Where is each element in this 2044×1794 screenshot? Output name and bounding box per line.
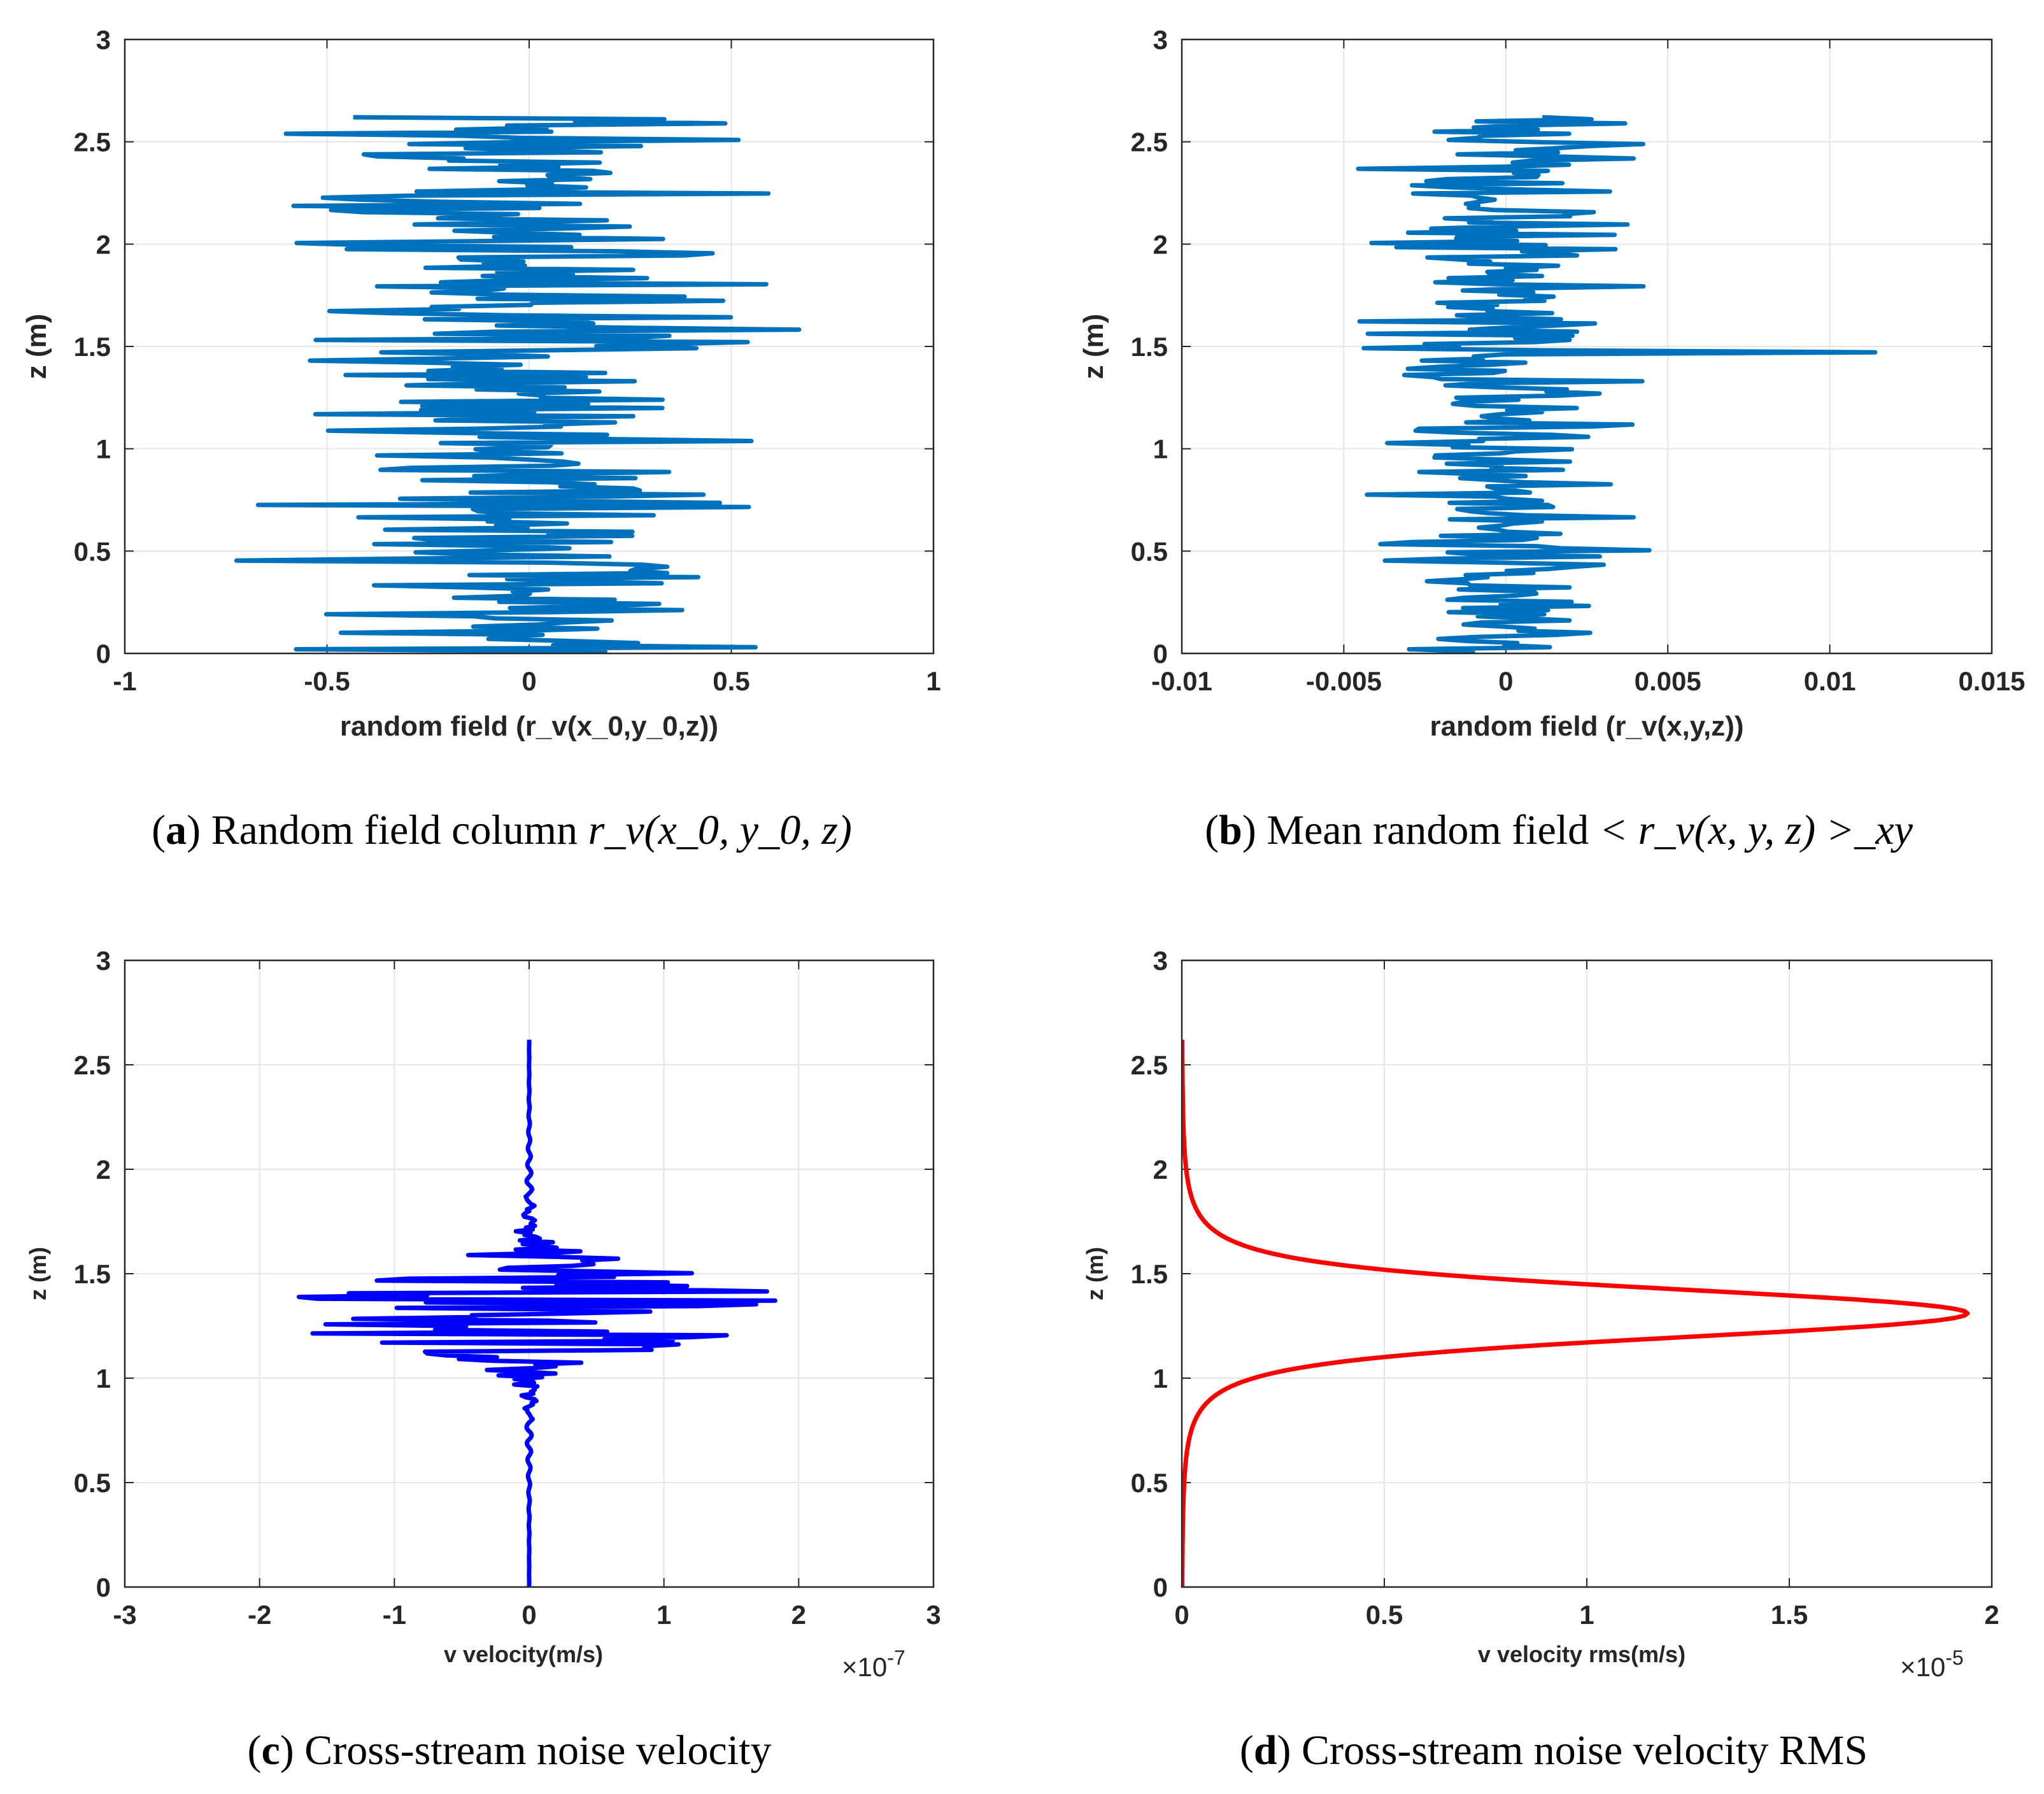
x-tick-label: -1: [383, 1600, 406, 1630]
x-tick-label: -0.005: [1306, 666, 1382, 696]
y-axis-label-a: z (m): [21, 314, 52, 380]
series-line-a: [234, 115, 802, 653]
caption-c: (c) Cross-stream noise velocity: [248, 1727, 772, 1774]
x-tick-label: 0.01: [1804, 666, 1856, 696]
x-tick-label: -2: [248, 1600, 271, 1630]
caption-a: (a) Random field column r_v(x_0, y_0, z): [152, 807, 852, 853]
y-tick-label: 2.5: [74, 127, 111, 157]
x-tick-label: 0.5: [1366, 1600, 1403, 1630]
y-tick-label: 1: [1153, 1363, 1168, 1393]
panel-c: -3 -2 -1 0 1 2 3 0 0.5 1 1.5 2 2.5 3 z (m) v velocity…: [25, 946, 941, 1774]
x-tick-label: 0: [1174, 1600, 1189, 1630]
x-tick-label: 0.005: [1635, 666, 1701, 696]
y-tick-label: 0.5: [74, 1468, 111, 1498]
caption-c-label: c: [262, 1727, 280, 1774]
plot-area-b: -0.01 -0.005 0 0.005 0.01 0.015 0 0.5 1 1.5 2 2.5 3: [1131, 25, 2026, 696]
y-tick-label: 1: [96, 434, 111, 464]
caption-c-text: Cross-stream noise velocity: [304, 1727, 771, 1774]
caption-d-text: Cross-stream noise velocity RMS: [1302, 1727, 1868, 1774]
y-tick-label: 3: [96, 25, 111, 55]
x-tick-label: 1: [656, 1600, 671, 1630]
x-tick-label: 1: [926, 666, 940, 696]
y-axis-label-d: z (m): [1082, 1247, 1108, 1300]
y-tick-label: 1.5: [1131, 332, 1168, 362]
caption-b-label: b: [1219, 807, 1242, 853]
y-tick-label: 0.5: [1131, 536, 1168, 566]
y-tick-label: 2: [1153, 1155, 1168, 1185]
x-tick-label: 2: [791, 1600, 806, 1630]
exponent-d: ×10-5: [1900, 1646, 1964, 1682]
caption-d-label: d: [1254, 1727, 1277, 1774]
x-tick-label: 0.015: [1958, 666, 2025, 696]
exponent-c-base: ×10: [842, 1652, 887, 1682]
axes-box-c: [124, 959, 935, 1588]
exponent-d-power: -5: [1945, 1646, 1963, 1669]
panel-a: -1 -0.5 0 0.5 1 0 0.5 1 1.5 2 2.5 3 z (m) random fi…: [21, 25, 941, 853]
exponent-d-base: ×10: [1900, 1652, 1945, 1682]
y-tick-label: 2.5: [1131, 127, 1168, 157]
caption-d: (d) Cross-stream noise velocity RMS: [1240, 1727, 1868, 1774]
y-tick-label: 2: [1153, 229, 1168, 259]
x-tick-label: 3: [926, 1600, 940, 1630]
caption-a-label: a: [166, 807, 187, 853]
y-tick-label: 1: [1153, 434, 1168, 464]
y-tick-label: 3: [1153, 946, 1168, 976]
caption-a-math: r_v(x_0, y_0, z): [588, 807, 852, 853]
axes-box-b: [1181, 38, 1993, 655]
y-tick-label: 1.5: [74, 332, 111, 362]
x-tick-label: -0.5: [304, 666, 350, 696]
y-tick-label: 0.5: [1131, 1468, 1168, 1498]
panel-b: -0.01 -0.005 0 0.005 0.01 0.01500.511.522.53 …: [1078, 25, 2026, 853]
plot-area-c: -3 -2 -1 0 1 2 3 0 0.5 1 1.5 2 2.5 3: [74, 946, 941, 1630]
y-tick-label: 1: [96, 1363, 111, 1393]
y-tick-label: 2.5: [1131, 1050, 1168, 1080]
caption-b-math: < r_v(x, y, z) >_xy: [1600, 807, 1913, 853]
caption-b-text: Mean random field: [1267, 807, 1589, 853]
y-axis-label-c: z (m): [25, 1247, 51, 1300]
panel-d: 0 0.5 1 1.5 2 0 0.5 1 1.5 2 2.5 3 z (m) v velocity …: [1082, 946, 1999, 1774]
y-tick-label: 1.5: [1131, 1259, 1168, 1289]
series-line-c: [297, 1039, 777, 1587]
y-tick-label: 0: [96, 639, 111, 669]
exponent-c-power: -7: [887, 1646, 905, 1669]
y-tick-label: 0: [96, 1572, 111, 1602]
caption-b: (b) Mean random field < r_v(x, y, z) >_x…: [1205, 807, 1913, 853]
y-tick-label: 3: [1153, 25, 1168, 55]
y-axis-label-b: z (m): [1078, 314, 1109, 380]
y-tick-label: 0: [1153, 639, 1168, 669]
x-tick-label: 0: [522, 1600, 536, 1630]
x-tick-label: 1: [1579, 1600, 1594, 1630]
y-tick-label: 0.5: [74, 536, 111, 566]
axes-box-a: [124, 38, 935, 655]
y-tick-label: 2: [96, 1155, 111, 1185]
y-tick-label: 2: [96, 229, 111, 259]
x-tick-label: -0.01: [1151, 666, 1212, 696]
x-tick-label: 1.5: [1771, 1600, 1808, 1630]
series-line-d: [1182, 1039, 1970, 1587]
x-axis-label-a: random field (r_v(x_0,y_0,z)): [340, 711, 718, 742]
plot-area-d: 0 0.5 1 1.5 2 0 0.5 1 1.5 2 2.5 3: [1131, 946, 1999, 1630]
y-tick-label: 2.5: [74, 1050, 111, 1080]
x-tick-label: 0: [522, 666, 536, 696]
x-tick-label: 2: [1984, 1600, 1999, 1630]
x-axis-label-b: random field (r_v(x,y,z)): [1430, 711, 1743, 742]
y-tick-label: 1.5: [74, 1259, 111, 1289]
x-tick-label: 0.5: [713, 666, 749, 696]
caption-a-text: Random field column: [211, 807, 578, 853]
exponent-c: ×10-7: [842, 1646, 905, 1682]
x-tick-label: -1: [113, 666, 136, 696]
x-axis-label-d: v velocity rms(m/s): [1478, 1641, 1686, 1667]
x-axis-label-c: v velocity(m/s): [444, 1641, 603, 1667]
x-tick-label: -3: [113, 1600, 136, 1630]
series-line-b: [1356, 115, 1878, 653]
x-tick-label: 0: [1498, 666, 1513, 696]
axes-box-d: [1181, 959, 1993, 1588]
plot-area-a: -1 -0.5 0 0.5 1 0 0.5 1 1.5 2 2.5 3: [74, 25, 941, 696]
y-tick-label: 3: [96, 946, 111, 976]
y-tick-label: 0: [1153, 1572, 1168, 1602]
